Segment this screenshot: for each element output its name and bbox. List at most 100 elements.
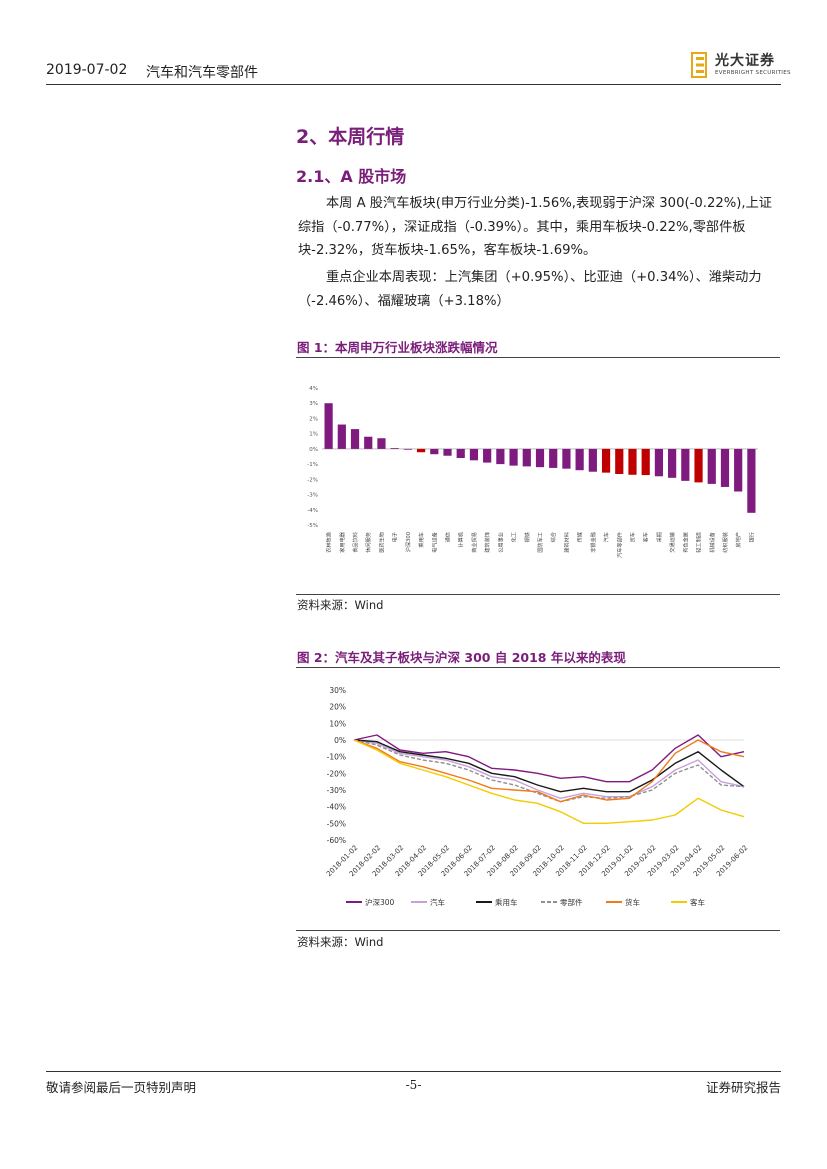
x-tick-label: 纺织服装	[721, 532, 729, 553]
bar	[364, 436, 373, 449]
y-tick-label: 0%	[309, 447, 318, 453]
performance-line-chart: 30%20%10%0%-10%-20%-30%-40%-50%-60%2018-…	[325, 686, 749, 907]
footer-report-type: 证券研究报告	[705, 1080, 781, 1095]
x-tick-label: 商业贸易	[470, 532, 478, 553]
x-tick-label: 电子	[391, 532, 399, 542]
x-tick-label: 农林牧渔	[325, 532, 333, 553]
bar	[654, 448, 664, 477]
series-line	[353, 734, 745, 783]
x-tick-label: 交通运输	[668, 531, 676, 553]
footer-rule	[46, 1071, 781, 1072]
bar	[668, 448, 677, 478]
y-tick-label: 3%	[309, 401, 318, 407]
bar	[496, 448, 505, 465]
bar	[337, 424, 346, 449]
bar	[694, 448, 703, 483]
bar	[403, 448, 412, 450]
bar	[350, 429, 360, 449]
bar	[747, 448, 756, 513]
x-tick-label: 电气设备	[430, 531, 438, 553]
x-tick-label: 沪深300	[404, 532, 412, 552]
bar	[535, 448, 545, 468]
bar	[509, 448, 518, 466]
footer-disclaimer: 敬请参阅最后一页特别声明	[46, 1080, 197, 1095]
y-tick-label: 4%	[309, 386, 318, 392]
y-tick-label: 1%	[309, 432, 318, 438]
bar	[681, 448, 690, 481]
bar	[575, 448, 584, 471]
bar	[707, 448, 716, 484]
x-tick-label: 客车	[642, 532, 650, 542]
paragraph-market: 本周 A 股汽车板块(申万行业分类)-1.56%,表现弱于沪深 300(-0.2…	[298, 196, 772, 258]
series-line	[353, 739, 745, 793]
y-tick-label: 30%	[329, 686, 346, 695]
series-line	[353, 739, 745, 824]
bar	[588, 448, 597, 472]
x-tick-label: 银行	[747, 532, 755, 542]
section-heading: 2、本周行情	[296, 126, 405, 148]
figure2-bottom-rule	[296, 930, 780, 931]
legend-label: 客车	[690, 897, 705, 907]
x-tick-label: 医药生物	[377, 532, 385, 553]
y-tick-label: -60%	[327, 836, 346, 845]
logo-mark-icon	[691, 52, 707, 78]
header-title: 汽车和汽车零部件	[146, 65, 258, 81]
x-tick-label: 公用事业	[496, 532, 504, 553]
x-tick-label: 汽车零部件	[615, 532, 623, 558]
y-tick-label: -10%	[327, 753, 346, 762]
figure1-top-rule	[296, 357, 780, 358]
header-rule	[46, 84, 781, 85]
y-tick-label: -1%	[307, 462, 318, 468]
y-tick-label: -20%	[327, 769, 346, 778]
bar	[469, 448, 479, 461]
bar	[324, 403, 333, 449]
header-date: 2019-07-02	[46, 62, 128, 78]
y-tick-label: -2%	[307, 477, 318, 483]
y-tick-label: 20%	[329, 703, 346, 712]
x-tick-label: 建筑材料	[562, 532, 570, 553]
bar	[549, 448, 558, 468]
x-tick-label: 货车	[628, 532, 636, 542]
footer-page-number: -5-	[405, 1078, 422, 1092]
bar	[390, 448, 399, 449]
bar	[483, 448, 492, 463]
x-tick-label: 采掘	[655, 532, 663, 542]
subsection-heading: 2.1、A 股市场	[296, 167, 407, 186]
x-tick-label: 计算机	[457, 531, 465, 547]
page-header: 2019-07-02 汽车和汽车零部件 光大证券 EVERBRIGHT SECU…	[46, 52, 790, 84]
x-tick-label: 食品饮料	[351, 532, 359, 553]
bar	[443, 448, 452, 456]
x-tick-label: 综合	[549, 531, 557, 542]
x-tick-label: 机械设备	[708, 531, 716, 553]
x-tick-label: 休闲服务	[364, 532, 372, 553]
bar	[615, 448, 624, 475]
bar	[522, 448, 531, 467]
bar	[562, 448, 571, 469]
x-tick-label: 乘用车	[417, 532, 425, 548]
sector-bar-chart: 4% 3% 2% 1% 0% -1% -2% -3% -4% -5% 农林牧渔 家用电器 食品饮料 休闲服…	[307, 386, 758, 558]
x-tick-label: 化工	[510, 532, 518, 542]
x-tick-label: 建筑装饰	[483, 532, 491, 553]
bar	[416, 448, 426, 453]
y-tick-label: -30%	[327, 786, 346, 795]
x-tick-label: 国防军工	[536, 532, 544, 553]
y-tick-label: -4%	[307, 508, 318, 514]
figure1-title: 图 1：本周申万行业板块涨跌幅情况	[297, 340, 498, 355]
paragraph-companies: 重点企业本周表现：上汽集团（+0.95%）、比亚迪（+0.34%）、潍柴动力（-…	[298, 270, 762, 309]
legend-label: 货车	[625, 897, 640, 907]
series-line	[353, 739, 745, 803]
legend-label: 零部件	[560, 897, 583, 907]
series-line	[353, 739, 745, 803]
logo-text-en: EVERBRIGHT SECURITIES	[715, 70, 791, 76]
legend-label: 汽车	[430, 897, 445, 907]
figure1-source: 资料来源：Wind	[297, 598, 384, 612]
y-tick-label: -40%	[327, 803, 346, 812]
legend-label: 沪深300	[365, 897, 395, 907]
x-tick-label: 房地产	[734, 532, 742, 548]
figure1-bottom-rule	[296, 594, 780, 595]
y-tick-label: 2%	[309, 416, 318, 422]
bar	[628, 448, 637, 475]
y-tick-label: -3%	[307, 493, 318, 499]
figure2-title: 图 2：汽车及其子板块与沪深 300 自 2018 年以来的表现	[297, 650, 626, 665]
y-tick-label: -5%	[307, 523, 318, 529]
